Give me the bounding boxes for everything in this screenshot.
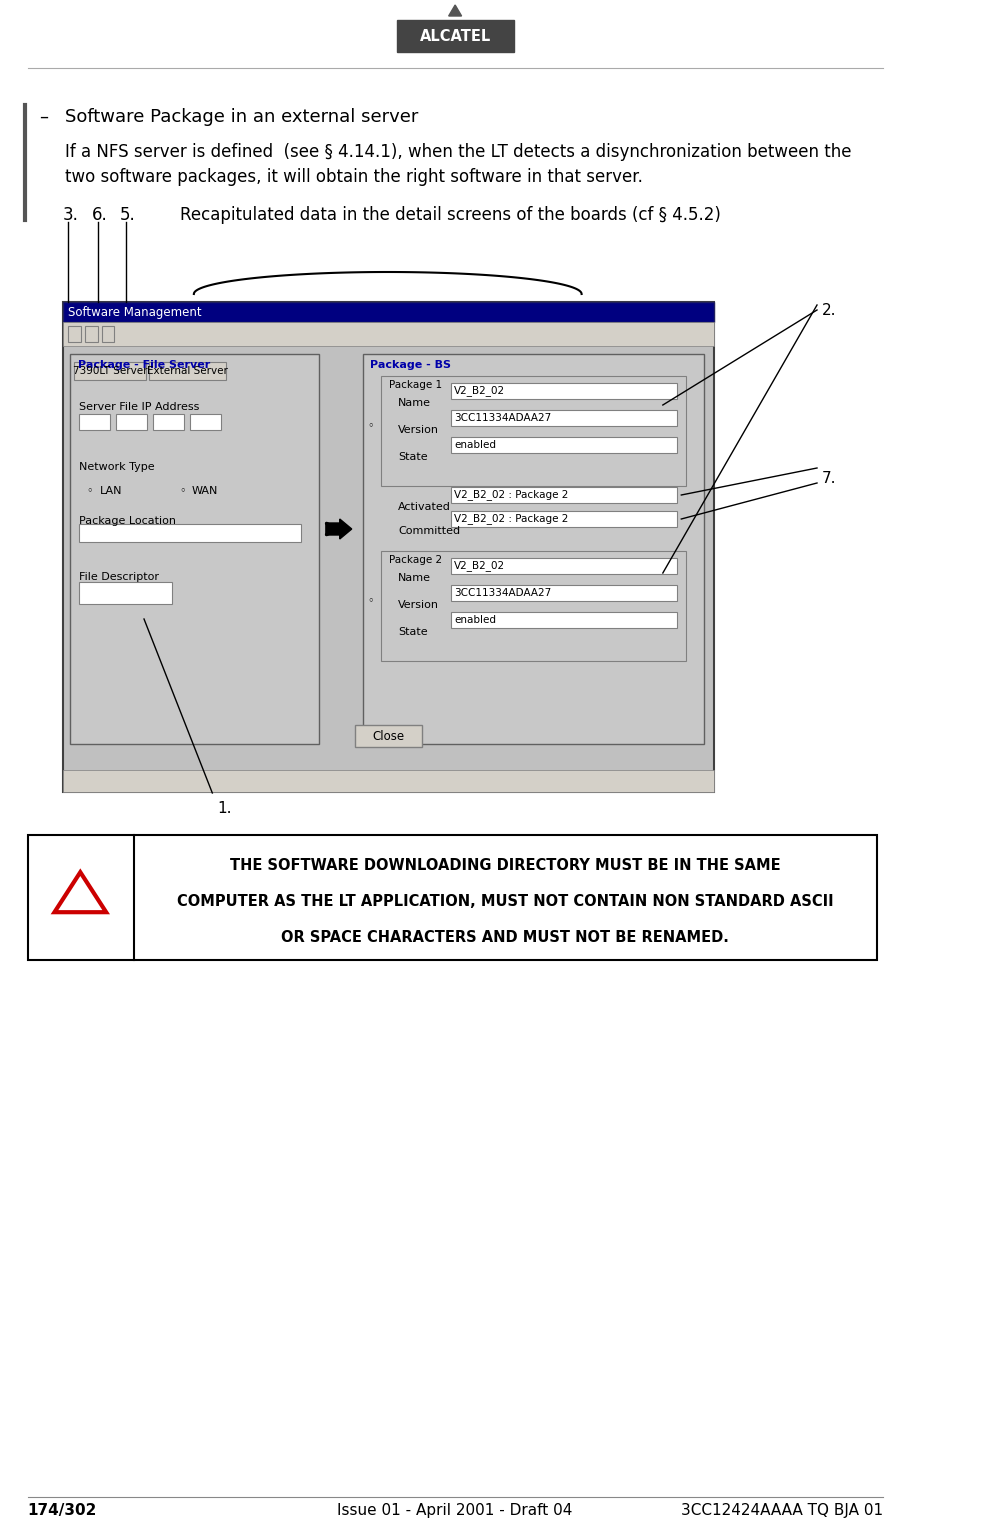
Text: OR SPACE CHARACTERS AND MUST NOT BE RENAMED.: OR SPACE CHARACTERS AND MUST NOT BE RENA…	[281, 929, 729, 944]
Text: ◦: ◦	[87, 486, 94, 497]
FancyBboxPatch shape	[450, 487, 676, 503]
FancyBboxPatch shape	[63, 303, 713, 792]
Text: 3CC12424AAAA TQ BJA 01: 3CC12424AAAA TQ BJA 01	[680, 1502, 882, 1517]
FancyBboxPatch shape	[85, 325, 98, 342]
FancyBboxPatch shape	[190, 414, 221, 429]
FancyBboxPatch shape	[79, 414, 109, 429]
FancyBboxPatch shape	[363, 354, 704, 744]
FancyBboxPatch shape	[450, 410, 676, 426]
Text: Package 1: Package 1	[388, 380, 442, 390]
Text: –: –	[38, 108, 47, 125]
Text: Package - File Server: Package - File Server	[78, 361, 210, 370]
Text: Close: Close	[373, 729, 404, 743]
FancyBboxPatch shape	[102, 325, 114, 342]
Text: Version: Version	[397, 601, 439, 610]
Text: Server File IP Address: Server File IP Address	[79, 402, 199, 413]
Text: Version: Version	[397, 425, 439, 435]
FancyBboxPatch shape	[381, 376, 685, 486]
FancyBboxPatch shape	[79, 524, 301, 542]
FancyBboxPatch shape	[396, 20, 514, 52]
Text: two software packages, it will obtain the right software in that server.: two software packages, it will obtain th…	[64, 168, 642, 186]
FancyBboxPatch shape	[116, 414, 147, 429]
Text: Committed: Committed	[397, 526, 459, 536]
FancyBboxPatch shape	[63, 303, 713, 322]
Text: Name: Name	[397, 573, 431, 584]
FancyBboxPatch shape	[450, 613, 676, 628]
Text: Issue 01 - April 2001 - Draft 04: Issue 01 - April 2001 - Draft 04	[337, 1502, 572, 1517]
Text: File Descriptor: File Descriptor	[79, 571, 159, 582]
Text: V2_B2_02: V2_B2_02	[454, 561, 505, 571]
Text: LAN: LAN	[100, 486, 122, 497]
Text: State: State	[397, 452, 427, 461]
FancyBboxPatch shape	[70, 354, 319, 744]
Text: Package - BS: Package - BS	[370, 361, 451, 370]
FancyBboxPatch shape	[79, 582, 172, 604]
Text: Package Location: Package Location	[79, 516, 176, 526]
Text: Software Management: Software Management	[68, 306, 202, 318]
FancyBboxPatch shape	[153, 414, 183, 429]
Text: External Server: External Server	[147, 367, 228, 376]
Text: 1.: 1.	[217, 801, 231, 816]
Text: Package 2: Package 2	[388, 555, 442, 565]
FancyBboxPatch shape	[381, 552, 685, 662]
FancyBboxPatch shape	[355, 724, 421, 747]
Text: WAN: WAN	[192, 486, 218, 497]
FancyBboxPatch shape	[450, 585, 676, 601]
Text: enabled: enabled	[454, 440, 496, 451]
Text: COMPUTER AS THE LT APPLICATION, MUST NOT CONTAIN NON STANDARD ASCII: COMPUTER AS THE LT APPLICATION, MUST NOT…	[176, 894, 832, 909]
FancyBboxPatch shape	[149, 362, 226, 380]
Text: Network Type: Network Type	[79, 461, 155, 472]
Text: 2.: 2.	[820, 303, 835, 318]
FancyBboxPatch shape	[28, 834, 877, 960]
Text: 3CC11334ADAA27: 3CC11334ADAA27	[454, 588, 551, 597]
FancyBboxPatch shape	[450, 437, 676, 452]
Text: V2_B2_02 : Package 2: V2_B2_02 : Package 2	[454, 513, 568, 524]
Polygon shape	[449, 5, 461, 15]
Text: Software Package in an external server: Software Package in an external server	[64, 108, 418, 125]
Text: State: State	[397, 626, 427, 637]
Text: enabled: enabled	[454, 614, 496, 625]
Text: Activated: Activated	[397, 503, 451, 512]
FancyBboxPatch shape	[63, 770, 713, 792]
FancyBboxPatch shape	[74, 362, 146, 380]
Text: ◦: ◦	[367, 422, 374, 431]
Polygon shape	[54, 872, 106, 912]
Text: 3CC11334ADAA27: 3CC11334ADAA27	[454, 413, 551, 423]
Text: Recapitulated data in the detail screens of the boards (cf § 4.5.2): Recapitulated data in the detail screens…	[179, 206, 720, 225]
Text: V2_B2_02 : Package 2: V2_B2_02 : Package 2	[454, 489, 568, 501]
Text: V2_B2_02: V2_B2_02	[454, 385, 505, 396]
Text: If a NFS server is defined  (see § 4.14.1), when the LT detects a disynchronizat: If a NFS server is defined (see § 4.14.1…	[64, 144, 850, 160]
FancyBboxPatch shape	[450, 384, 676, 399]
Text: ALCATEL: ALCATEL	[419, 29, 490, 43]
Text: 174/302: 174/302	[28, 1502, 97, 1517]
Text: 7390LT Server: 7390LT Server	[73, 367, 147, 376]
FancyBboxPatch shape	[450, 510, 676, 527]
Text: ◦: ◦	[367, 596, 374, 607]
Text: 7.: 7.	[820, 471, 835, 486]
Text: 5.: 5.	[120, 206, 136, 225]
FancyBboxPatch shape	[63, 322, 713, 345]
Text: ◦: ◦	[178, 486, 185, 497]
Text: 3.: 3.	[63, 206, 79, 225]
Text: THE SOFTWARE DOWNLOADING DIRECTORY MUST BE IN THE SAME: THE SOFTWARE DOWNLOADING DIRECTORY MUST …	[230, 857, 780, 872]
FancyBboxPatch shape	[68, 325, 81, 342]
Polygon shape	[325, 520, 351, 539]
Text: 6.: 6.	[93, 206, 107, 225]
Text: Name: Name	[397, 397, 431, 408]
FancyBboxPatch shape	[450, 558, 676, 575]
